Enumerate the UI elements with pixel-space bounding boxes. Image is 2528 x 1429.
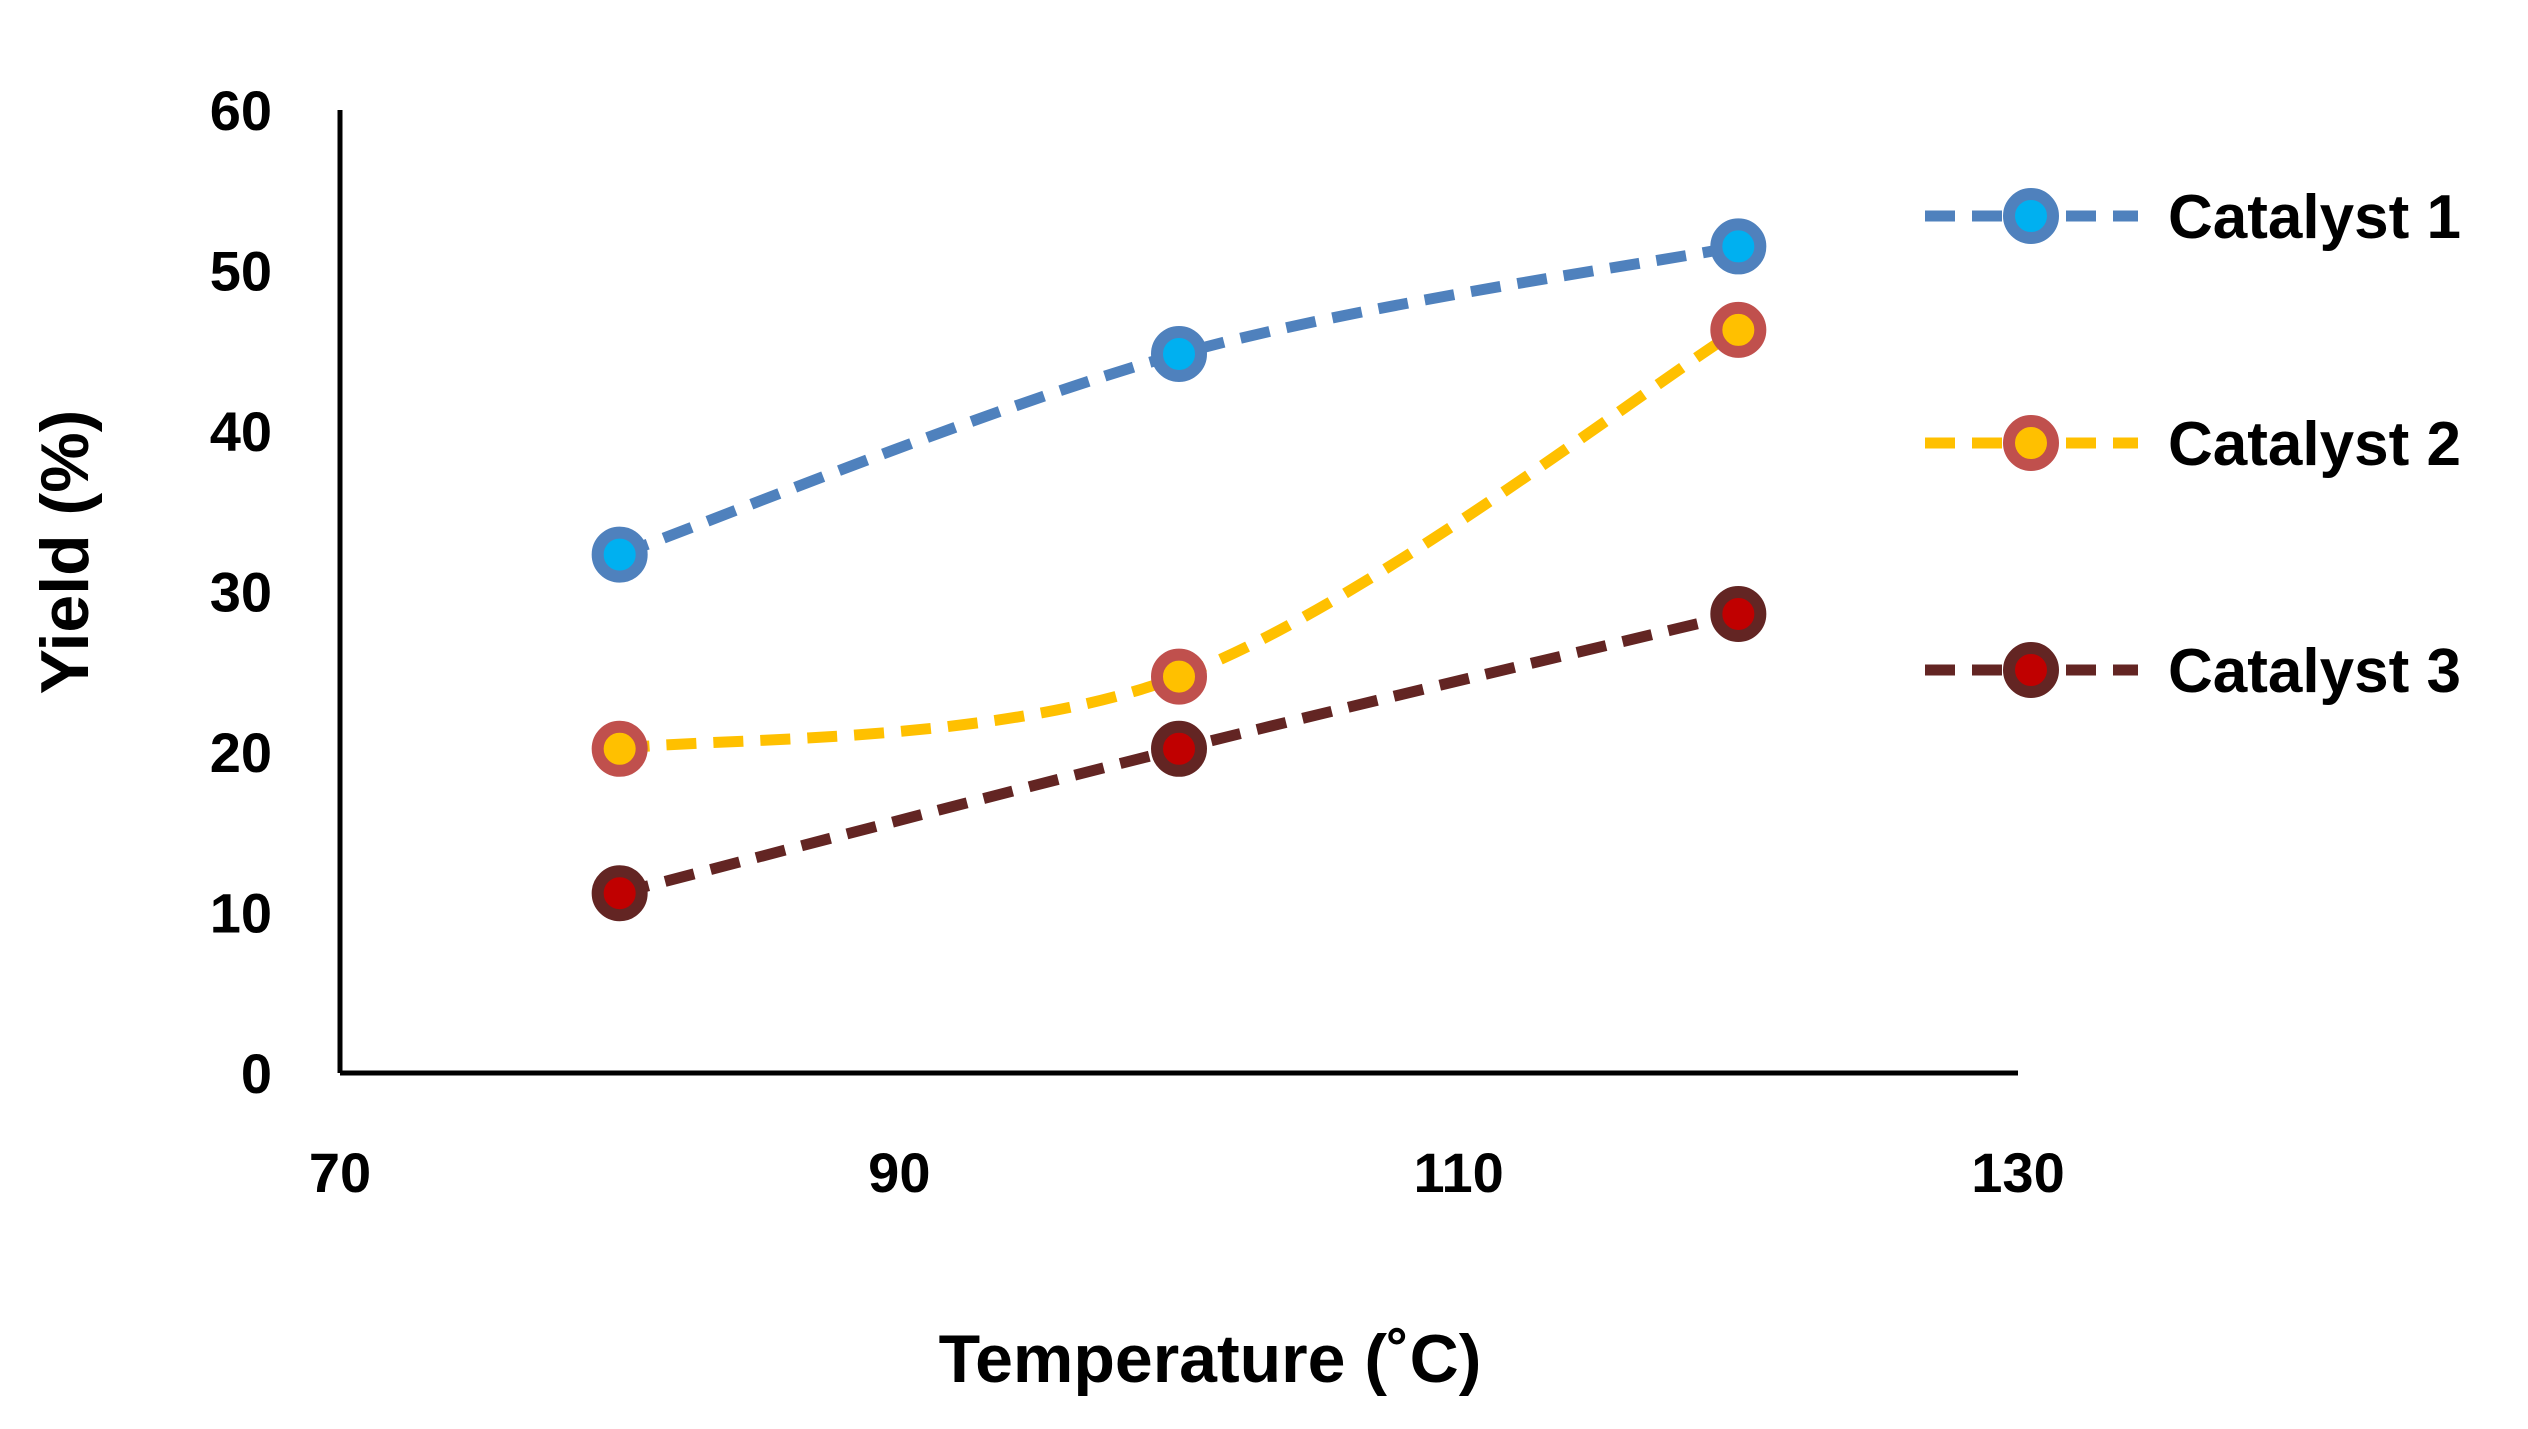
data-point: [1151, 648, 1207, 705]
x-tick-label: 90: [868, 1141, 930, 1204]
y-axis-title: Yield (%): [27, 410, 103, 695]
y-tick-label: 60: [210, 79, 272, 142]
y-tick-labels: 0 10 20 30 40 50 60: [210, 79, 272, 1105]
y-tick-label: 30: [210, 561, 272, 624]
data-point: [591, 720, 648, 777]
axes: [337, 110, 2018, 1076]
legend-label-3: Catalyst 3: [2168, 637, 2461, 706]
y-tick-label: 40: [210, 400, 272, 463]
data-point: [1710, 585, 1767, 642]
legend-label-1: Catalyst 1: [2168, 183, 2461, 252]
x-tick-label: 130: [1971, 1141, 2064, 1204]
series-line-1: [617, 241, 1740, 560]
data-point: [1710, 301, 1767, 358]
legend-label-2: Catalyst 2: [2168, 410, 2461, 479]
series-markers: [591, 218, 1767, 922]
data-point: [1151, 325, 1207, 382]
data-point: [1151, 720, 1207, 777]
y-tick-label: 20: [210, 721, 272, 784]
x-tick-label: 70: [309, 1141, 371, 1204]
data-point: [591, 865, 648, 922]
y-tick-label: 50: [210, 240, 272, 303]
data-point: [591, 526, 648, 583]
y-tick-label: 0: [241, 1042, 272, 1105]
legend: Catalyst 1 Catalyst 2 Catalyst 3: [1925, 183, 2461, 706]
legend-marker-3: [2003, 642, 2059, 698]
data-point: [1710, 218, 1767, 275]
y-tick-label: 10: [210, 882, 272, 945]
x-axis-title: Temperature (˚C): [939, 1321, 1482, 1397]
legend-marker-2: [2003, 415, 2059, 471]
x-tick-label: 110: [1413, 1141, 1503, 1204]
x-tick-labels: 70 90 110 130: [309, 1141, 2065, 1204]
legend-marker-1: [2003, 188, 2059, 244]
